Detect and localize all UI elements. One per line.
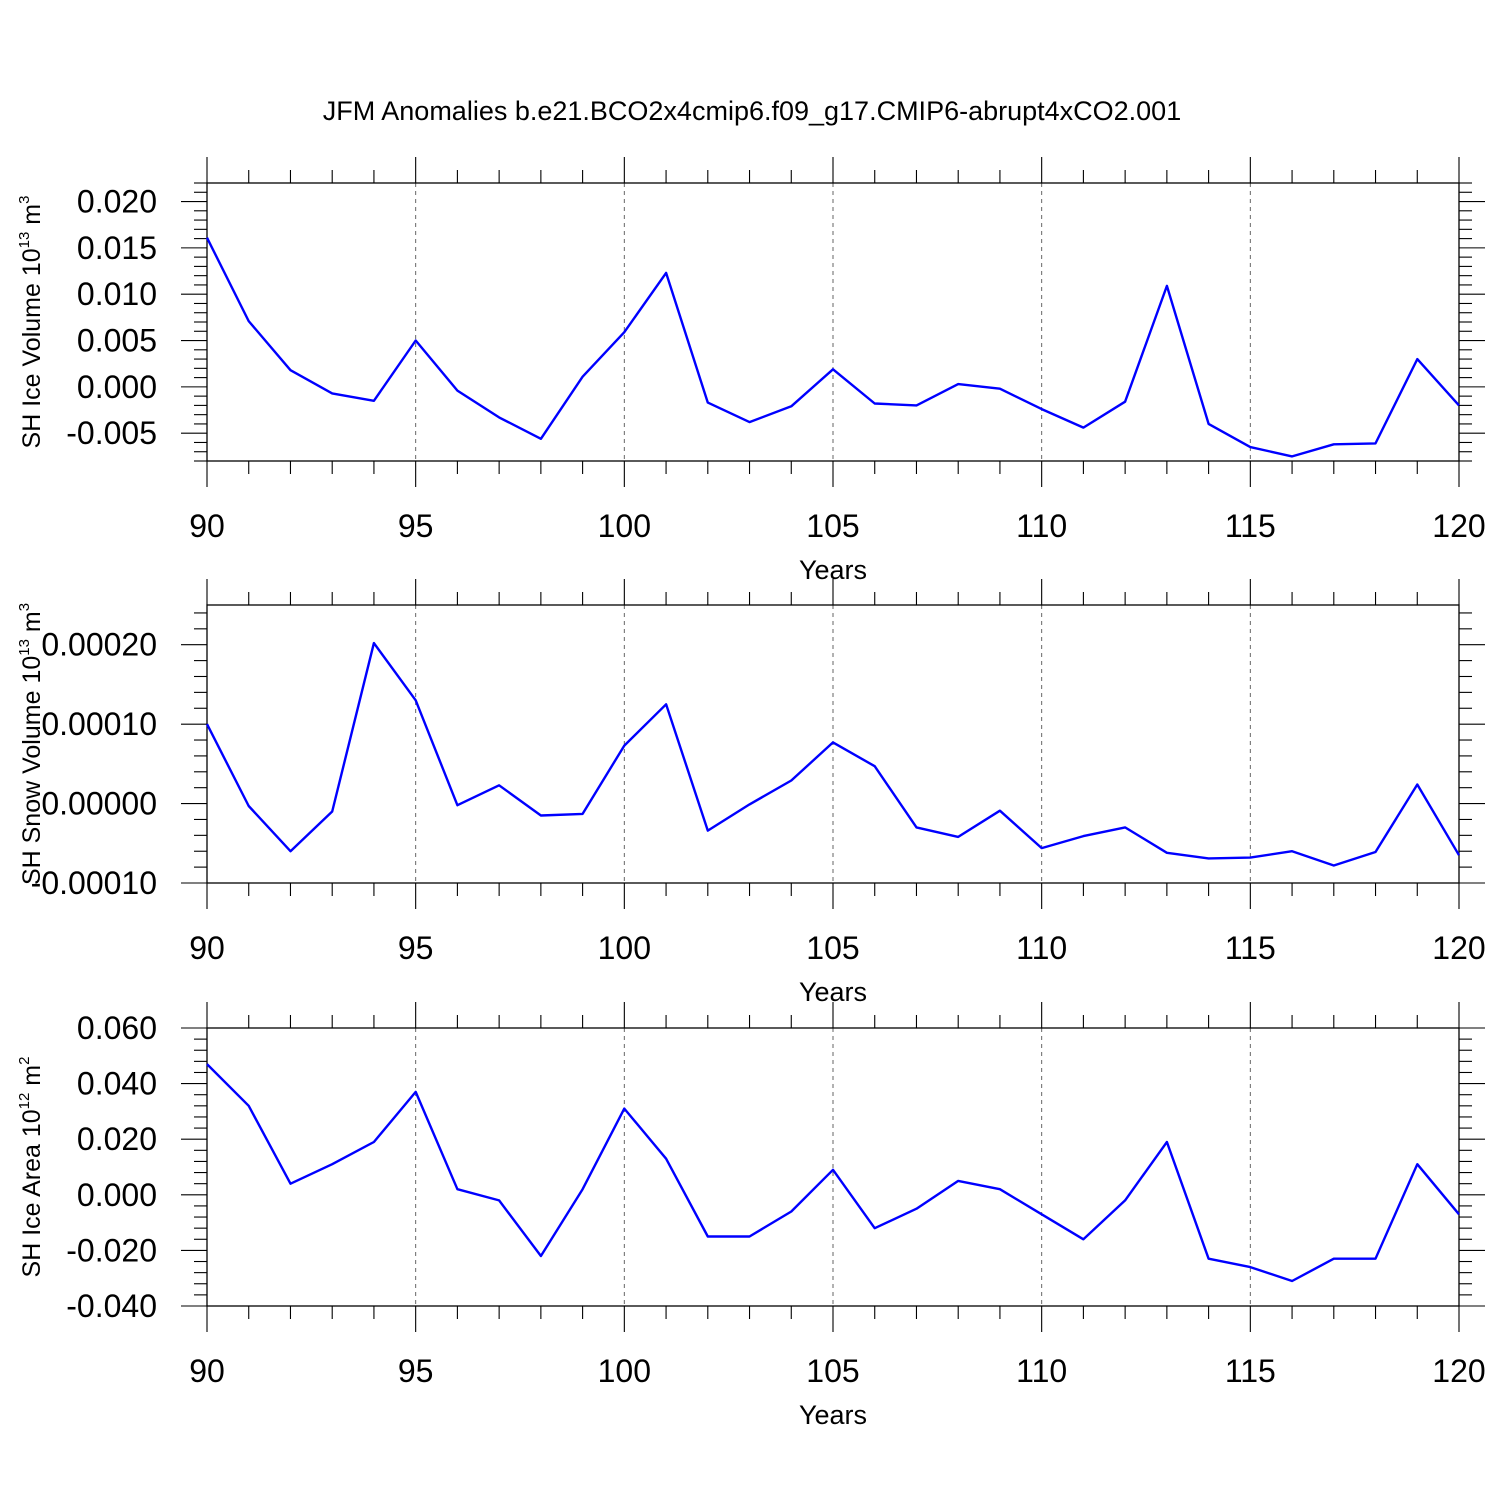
x-tick-label: 105: [806, 930, 859, 966]
x-tick-label: 90: [189, 508, 225, 544]
x-tick-label: 100: [598, 930, 651, 966]
y-tick-label: -0.020: [66, 1232, 157, 1268]
x-tick-label: 100: [598, 1353, 651, 1389]
x-tick-label: 120: [1432, 930, 1485, 966]
panel-2: 90 95 100 105 110 115 120Years0.000200.000100.…: [16, 579, 1486, 1007]
y-tick-label: 0.015: [77, 230, 157, 266]
y-tick-label: -0.00010: [31, 865, 157, 901]
y-tick-label: 0.040: [77, 1066, 157, 1102]
x-tick-label: 95: [398, 1353, 434, 1389]
y-tick-label: 0.000: [77, 369, 157, 405]
x-tick-label: 110: [1016, 930, 1067, 966]
y-axis-label: SH Ice Area 1012 m2: [16, 1057, 46, 1278]
y-tick-label: 0.010: [77, 276, 157, 312]
x-tick-label: 120: [1432, 1353, 1485, 1389]
y-tick-label: 0.000: [77, 1177, 157, 1213]
y-tick-label: 0.020: [77, 1121, 157, 1157]
panel-1: 90 95 100 105 110 115 120Years0.0200.0150.0100…: [16, 157, 1486, 585]
y-axis-label: SH Ice Volume 1013 m3: [16, 196, 46, 449]
y-tick-label: -0.040: [66, 1288, 157, 1324]
x-tick-label: 120: [1432, 508, 1485, 544]
y-tick-label: 0.005: [77, 323, 157, 359]
x-tick-label: 100: [598, 508, 651, 544]
x-tick-label: 110: [1016, 1353, 1067, 1389]
y-tick-label: 0.00000: [41, 786, 157, 822]
x-tick-label: 115: [1225, 930, 1276, 966]
x-tick-label: 115: [1225, 1353, 1276, 1389]
x-tick-label: 115: [1225, 508, 1276, 544]
y-tick-label: 0.00010: [41, 706, 157, 742]
y-axis-label: SH Snow Volume 1013 m3: [16, 603, 46, 885]
panel-3: 90 95 100 105 110 115 120 Years 0.060 0.040 0.020 0…: [16, 1002, 1486, 1430]
x-tick-label: 105: [806, 1353, 859, 1389]
y-tick-label: 0.060: [77, 1010, 157, 1046]
series-line: [205, 237, 1460, 458]
y-tick-label: 0.020: [77, 184, 157, 220]
series-line: [206, 1063, 1460, 1283]
x-tick-label: 110: [1016, 508, 1067, 544]
figure-title: JFM Anomalies b.e21.BCO2x4cmip6.f09_g17.…: [323, 96, 1181, 126]
x-tick-label: 105: [806, 508, 859, 544]
y-tick-label: -0.005: [66, 415, 157, 451]
x-tick-label: 95: [398, 930, 434, 966]
series-line: [205, 641, 1461, 867]
x-axis-label: Years: [799, 1400, 867, 1430]
y-tick-label: 0.00020: [41, 627, 157, 663]
x-tick-label: 90: [189, 930, 225, 966]
x-tick-label: 90: [189, 1353, 225, 1389]
panels: 90 95 100 105 110 115 120 Years 0.020 0.015 0.010 0…: [16, 157, 1486, 1430]
x-tick-label: 95: [398, 508, 434, 544]
